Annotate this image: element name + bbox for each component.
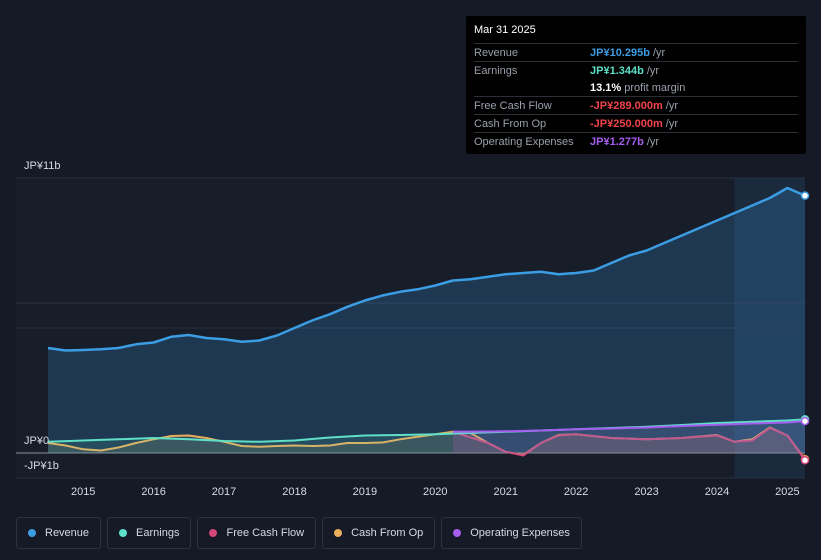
legend-label: Cash From Op — [351, 527, 424, 539]
free-cash-flow-line — [452, 427, 806, 461]
tooltip-row-margin: 13.1% profit margin — [474, 79, 798, 96]
x-tick-label: 2017 — [212, 486, 236, 498]
legend-label: Earnings — [136, 527, 180, 539]
x-tick-label: 2018 — [282, 486, 306, 498]
free-cash-flow-end-point — [800, 455, 810, 465]
operating-expenses-end-point — [800, 416, 810, 426]
tooltip-label: Earnings — [474, 64, 518, 77]
legend-earnings[interactable]: Earnings — [107, 517, 192, 549]
tooltip-unit: /yr — [646, 64, 660, 77]
tooltip-value: JP¥10.295b — [590, 46, 650, 59]
tooltip-value: JP¥1.344b — [590, 64, 644, 77]
tooltip-row-cfo: Cash From Op -JP¥250.000m /yr — [474, 114, 798, 132]
chart-canvas: 2015 2016 2017 2018 2019 2020 2021 2022 2023 2024… — [16, 177, 810, 498]
earnings-line — [47, 418, 806, 443]
tooltip-value: 13.1% — [590, 81, 622, 94]
x-tick-label: 2024 — [705, 486, 729, 498]
x-tick-label: 2022 — [564, 486, 588, 498]
x-tick-label: 2015 — [71, 486, 95, 498]
x-tick-label: 2025 — [775, 486, 799, 498]
operating-expenses-dot-icon — [453, 529, 462, 537]
y-bottom-label: -JP¥1b — [24, 460, 59, 472]
x-tick-label: 2021 — [493, 486, 517, 498]
tooltip-row-fcf: Free Cash Flow -JP¥289.000m /yr — [474, 96, 798, 114]
tooltip-unit: /yr — [665, 99, 679, 112]
tooltip-date: Mar 31 2025 — [474, 24, 536, 36]
operating-expenses-area — [452, 421, 805, 453]
tooltip-value: -JP¥250.000m — [590, 117, 663, 130]
legend-label: Operating Expenses — [470, 527, 570, 539]
revenue-line — [47, 186, 806, 352]
y-top-label: JP¥11b — [24, 160, 61, 172]
tooltip-row-earnings: Earnings JP¥1.344b /yr — [474, 61, 798, 79]
tooltip-value: -JP¥289.000m — [590, 99, 663, 112]
revenue-end-point — [800, 191, 810, 200]
data-tooltip: Mar 31 2025 Revenue JP¥10.295b /yr Earni… — [466, 16, 806, 154]
x-tick-label: 2016 — [141, 486, 165, 498]
legend-cash-from-op[interactable]: Cash From Op — [322, 517, 436, 549]
tooltip-label: Revenue — [474, 46, 519, 59]
tooltip-row-revenue: Revenue JP¥10.295b /yr — [474, 43, 798, 61]
legend-revenue[interactable]: Revenue — [16, 517, 102, 549]
revenue-dot-icon — [28, 529, 36, 537]
legend-label: Revenue — [45, 527, 90, 539]
y-zero-label: JP¥0 — [24, 435, 50, 447]
tooltip-label: Operating Expenses — [474, 135, 574, 148]
tooltip-unit: /yr — [665, 117, 679, 130]
legend-label: Free Cash Flow — [226, 527, 305, 539]
x-tick-label: 2019 — [353, 486, 377, 498]
earnings-dot-icon — [119, 529, 128, 537]
x-tick-label: 2020 — [423, 486, 447, 498]
free-cash-flow-dot-icon — [209, 529, 218, 537]
legend-free-cash-flow[interactable]: Free Cash Flow — [197, 517, 317, 549]
legend-operating-expenses[interactable]: Operating Expenses — [441, 517, 582, 549]
tooltip-value: JP¥1.277b — [590, 135, 644, 148]
cash-from-op-dot-icon — [334, 529, 343, 537]
revenue-area — [48, 188, 805, 453]
x-tick-label: 2023 — [634, 486, 658, 498]
operating-expenses-line — [452, 420, 806, 433]
cash-from-op-area — [48, 427, 805, 460]
tooltip-label: Free Cash Flow — [474, 99, 552, 112]
earnings-area — [48, 419, 805, 453]
tooltip-unit: profit margin — [624, 81, 686, 94]
tooltip-unit: /yr — [652, 46, 666, 59]
tooltip-row-opex: Operating Expenses JP¥1.277b /yr — [474, 132, 798, 150]
tooltip-label: Cash From Op — [474, 117, 547, 130]
legend: Revenue Earnings Free Cash Flow Cash Fro… — [16, 517, 582, 549]
tooltip-unit: /yr — [646, 135, 660, 148]
